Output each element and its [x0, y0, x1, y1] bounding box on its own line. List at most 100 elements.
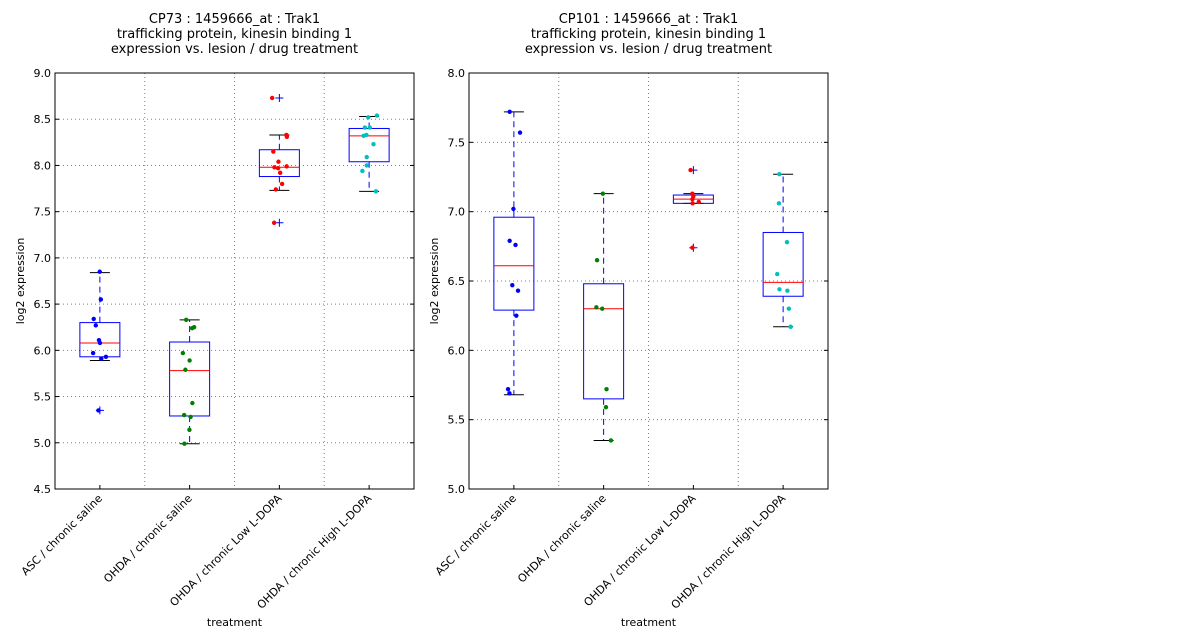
data-point — [696, 199, 701, 205]
box-iqr — [583, 283, 625, 400]
data-point — [181, 412, 187, 418]
box-group-1 — [79, 269, 121, 415]
data-point — [279, 181, 285, 187]
data-point — [507, 238, 512, 243]
data-point — [93, 323, 98, 328]
plot-frame — [468, 72, 829, 490]
x-axis-label: treatment — [621, 616, 677, 629]
chart-title-line: expression vs. lesion / drug treatment — [525, 42, 772, 57]
data-point — [507, 391, 512, 396]
box-group-3 — [258, 93, 300, 227]
box-iqr — [79, 322, 121, 358]
data-point — [775, 271, 780, 277]
data-point — [594, 305, 599, 310]
data-point — [190, 400, 195, 406]
data-point — [277, 170, 283, 176]
data-point — [776, 201, 782, 206]
data-point — [189, 325, 195, 331]
data-point — [367, 125, 373, 130]
data-point — [594, 258, 600, 263]
data-point — [98, 297, 104, 302]
data-point — [690, 196, 695, 202]
data-point — [507, 109, 512, 115]
data-point — [517, 130, 523, 135]
data-point — [785, 288, 790, 293]
x-tick-label: ASC / chronic saline — [433, 492, 519, 578]
x-tick-label: ASC / chronic saline — [19, 492, 105, 578]
y-tick-label: 6.0 — [34, 344, 52, 357]
outlier-marker — [275, 93, 284, 102]
y-tick-label: 8.5 — [34, 113, 52, 126]
plot-frame — [54, 72, 415, 490]
data-point — [188, 414, 193, 420]
data-point — [366, 115, 371, 120]
y-tick-label: 5.0 — [34, 437, 52, 450]
data-point — [604, 386, 609, 392]
data-point — [603, 404, 609, 410]
box-group-2 — [583, 191, 625, 443]
x-tick-label: OHDA / chronic saline — [515, 492, 609, 586]
y-tick-label: 5.5 — [34, 391, 52, 404]
box-group-2 — [169, 317, 211, 446]
box-group-3 — [672, 166, 714, 252]
data-point — [103, 354, 109, 360]
box-iqr — [258, 149, 300, 178]
data-point — [600, 191, 606, 196]
y-axis-label: log2 expression — [428, 238, 441, 325]
data-point — [374, 113, 380, 118]
data-point — [96, 408, 101, 413]
data-point — [505, 386, 511, 392]
data-point — [361, 133, 366, 139]
data-point — [187, 427, 192, 433]
y-tick-label: 9.0 — [34, 67, 52, 80]
data-point — [788, 324, 793, 329]
data-point — [510, 282, 515, 288]
chart-title-line: trafficking protein, kinesin binding 1 — [117, 27, 352, 42]
y-tick-label: 8.0 — [34, 159, 52, 172]
data-point — [777, 172, 782, 177]
y-tick-label: 7.0 — [34, 252, 52, 265]
data-point — [515, 288, 521, 293]
chart-title-line: expression vs. lesion / drug treatment — [111, 42, 358, 57]
data-point — [514, 313, 519, 318]
y-tick-label: 6.5 — [34, 298, 52, 311]
data-point — [272, 165, 277, 170]
data-point — [90, 350, 96, 356]
chart-title-line: trafficking protein, kinesin binding 1 — [531, 27, 766, 42]
outlier-marker — [275, 218, 284, 227]
data-point — [99, 356, 104, 361]
chart-title-line: CP101 : 1459666_at : Trak1 — [559, 12, 739, 27]
y-tick-label: 5.5 — [448, 414, 466, 427]
box-iqr — [169, 341, 211, 417]
data-point — [97, 269, 102, 274]
chart-title-line: CP73 : 1459666_at : Trak1 — [149, 12, 320, 27]
data-point — [371, 141, 376, 147]
y-tick-label: 6.0 — [448, 344, 466, 357]
data-point — [269, 95, 275, 101]
box-group-4 — [762, 172, 804, 329]
data-point — [360, 168, 365, 174]
y-axis-label: log2 expression — [14, 238, 27, 325]
data-point — [373, 189, 379, 194]
data-point — [180, 350, 186, 356]
data-point — [690, 201, 695, 206]
data-point — [187, 358, 192, 363]
data-point — [608, 438, 614, 443]
data-point — [777, 287, 782, 292]
data-point — [284, 134, 290, 139]
data-point — [364, 163, 369, 168]
data-point — [276, 159, 281, 164]
data-point — [284, 164, 289, 169]
y-tick-label: 4.5 — [34, 483, 52, 496]
data-point — [271, 149, 276, 154]
box-iqr — [493, 216, 535, 311]
data-point — [183, 367, 188, 372]
data-point — [183, 317, 189, 323]
data-point — [271, 220, 277, 225]
data-point — [600, 306, 605, 311]
data-point — [182, 441, 187, 446]
x-axis-label: treatment — [207, 616, 263, 629]
box-group-1 — [493, 109, 535, 396]
